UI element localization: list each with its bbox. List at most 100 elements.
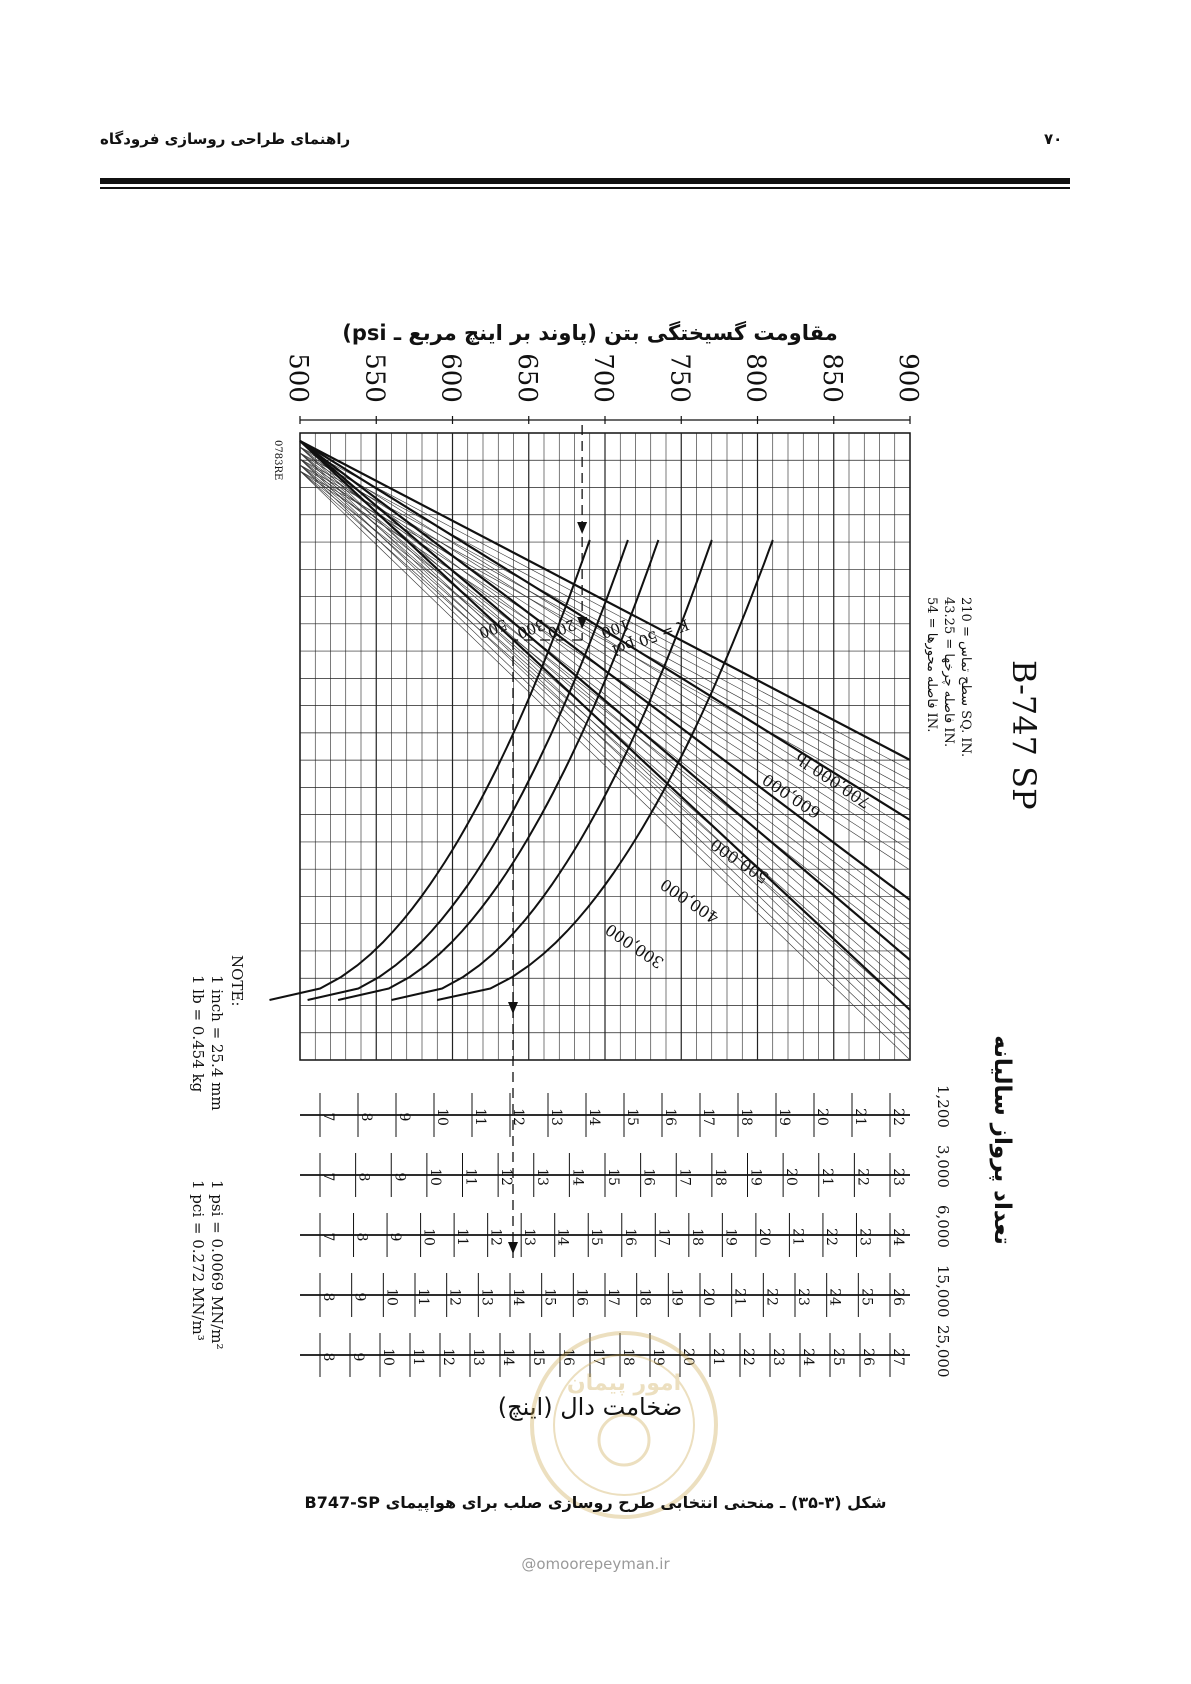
thickness-tick-label: 16 <box>641 1168 657 1186</box>
thickness-tick-label: 13 <box>521 1228 537 1246</box>
aircraft-label: B-747 SP <box>1005 660 1043 810</box>
thickness-tick-label: 26 <box>860 1348 876 1366</box>
thickness-tick-label: 24 <box>890 1228 906 1246</box>
thickness-tick-label: 14 <box>500 1348 516 1366</box>
thickness-tick-label: 7 <box>320 1113 336 1122</box>
load-hatch <box>299 452 911 781</box>
thickness-tick-label: 9 <box>352 1293 368 1302</box>
thickness-tick-label: 8 <box>320 1353 336 1362</box>
thickness-tick-label: 13 <box>470 1348 486 1366</box>
thickness-tick-label: 17 <box>676 1168 692 1186</box>
example-arrow <box>508 1242 518 1254</box>
k-curve <box>437 539 774 1001</box>
thickness-tick-label: 9 <box>387 1233 403 1242</box>
header-rule-thin <box>100 187 1070 189</box>
thickness-tick-label: 8 <box>320 1293 336 1302</box>
thickness-tick-label: 9 <box>391 1173 407 1182</box>
note-inch: 1 inch = 25.4 mm <box>208 975 226 1111</box>
load-hatch <box>299 446 911 831</box>
book-title: راهنمای طراحی روسازی فرودگاه <box>100 130 351 148</box>
thickness-tick-label: 11 <box>410 1348 426 1366</box>
thickness-tick-label: 25 <box>830 1348 846 1366</box>
load-hatch <box>299 464 911 941</box>
thickness-tick-label: 8 <box>356 1173 372 1182</box>
load-hatch <box>299 458 911 931</box>
thickness-tick-label: 12 <box>510 1108 526 1126</box>
thickness-tick-label: 25 <box>858 1288 874 1306</box>
departure-scale-label: 3,000 <box>934 1145 952 1188</box>
thickness-tick-label: 21 <box>819 1168 835 1186</box>
thickness-tick-label: 19 <box>650 1348 666 1366</box>
departure-scale-label: 15,000 <box>934 1265 952 1318</box>
note-lb: 1 lb = 0.454 kg <box>189 975 207 1093</box>
load-line-label: 300,000 <box>602 920 667 973</box>
thickness-tick-label: 15 <box>542 1288 558 1306</box>
thickness-tick-label: 20 <box>814 1108 830 1126</box>
thickness-tick-label: 21 <box>710 1348 726 1366</box>
thickness-tick-label: 11 <box>472 1108 488 1126</box>
thickness-tick-label: 7 <box>320 1173 336 1182</box>
load-hatch <box>299 458 911 1041</box>
thickness-tick-label: 21 <box>789 1228 805 1246</box>
thickness-tick-label: 9 <box>350 1353 366 1362</box>
thickness-tick-label: 20 <box>700 1288 716 1306</box>
thickness-tick-label: 18 <box>689 1228 705 1246</box>
thickness-tick-label: 16 <box>560 1348 576 1366</box>
note-title: NOTE: <box>228 955 246 1006</box>
thickness-tick-label: 9 <box>396 1113 412 1122</box>
thickness-tick-label: 16 <box>662 1108 678 1126</box>
load-hatch <box>299 458 911 791</box>
thickness-tick-label: 17 <box>590 1348 606 1366</box>
thickness-tick-label: 20 <box>680 1348 696 1366</box>
thickness-tick-label: 18 <box>637 1288 653 1306</box>
thickness-tick-label: 22 <box>823 1228 839 1246</box>
thickness-tick-label: 12 <box>488 1228 504 1246</box>
stamp-seal: امور پیمان <box>530 1331 718 1519</box>
load-hatch <box>299 452 911 921</box>
thickness-tick-label: 10 <box>427 1168 443 1186</box>
thickness-tick-label: 22 <box>763 1288 779 1306</box>
thickness-tick-label: 17 <box>605 1288 621 1306</box>
thickness-tick-label: 20 <box>783 1168 799 1186</box>
thickness-tick-label: 22 <box>740 1348 756 1366</box>
flexural-tick-label: 800 <box>741 353 771 403</box>
spec-contact-area: سطح تماس = 210 SQ. IN. <box>958 597 973 757</box>
header-rule-thick <box>100 178 1070 184</box>
thickness-tick-label: 12 <box>498 1168 514 1186</box>
thickness-tick-label: 12 <box>447 1288 463 1306</box>
load-hatch <box>299 446 911 971</box>
flexural-tick-label: 850 <box>817 353 847 403</box>
chart-code: 0783RE <box>272 440 283 480</box>
k-curve-label: 500 <box>477 615 510 642</box>
thickness-tick-label: 17 <box>700 1108 716 1126</box>
thickness-tick-label: 15 <box>624 1108 640 1126</box>
thickness-tick-label: 10 <box>380 1348 396 1366</box>
k-curve <box>269 539 591 1001</box>
note-psi: 1 psi = 0.0069 MN/m² <box>208 1180 226 1350</box>
k-curve-label: 300 <box>515 615 548 642</box>
flexural-tick-label: 700 <box>588 353 618 403</box>
thickness-tick-label: 15 <box>605 1168 621 1186</box>
load-hatch <box>299 464 911 1001</box>
load-hatch <box>299 446 911 771</box>
departure-scale-label: 6,000 <box>934 1205 952 1248</box>
flexural-axis: 500 550 600 650 700 750 800 850 900 <box>283 353 923 424</box>
thickness-tick-label: 16 <box>622 1228 638 1246</box>
thickness-tick-label: 19 <box>668 1288 684 1306</box>
note-pci: 1 pci = 0.272 MN/m³ <box>189 1180 207 1341</box>
flexural-tick-label: 900 <box>893 353 923 403</box>
flexural-tick-label: 500 <box>283 353 313 403</box>
spec-axle-spacing: فاصله محورها = 54 IN. <box>924 597 939 732</box>
load-hatch <box>299 464 911 801</box>
thickness-tick-label: 18 <box>712 1168 728 1186</box>
load-line <box>299 440 911 961</box>
spec-wheel-spacing: فاصله چرخها = 43.25 IN. <box>941 597 956 747</box>
thickness-tick-label: 10 <box>421 1228 437 1246</box>
thickness-tick-label: 21 <box>852 1108 868 1126</box>
thickness-tick-label: 19 <box>722 1228 738 1246</box>
thickness-tick-label: 10 <box>383 1288 399 1306</box>
example-arrow <box>577 522 588 534</box>
thickness-tick-label: 18 <box>738 1108 754 1126</box>
load-hatch <box>299 470 911 1061</box>
